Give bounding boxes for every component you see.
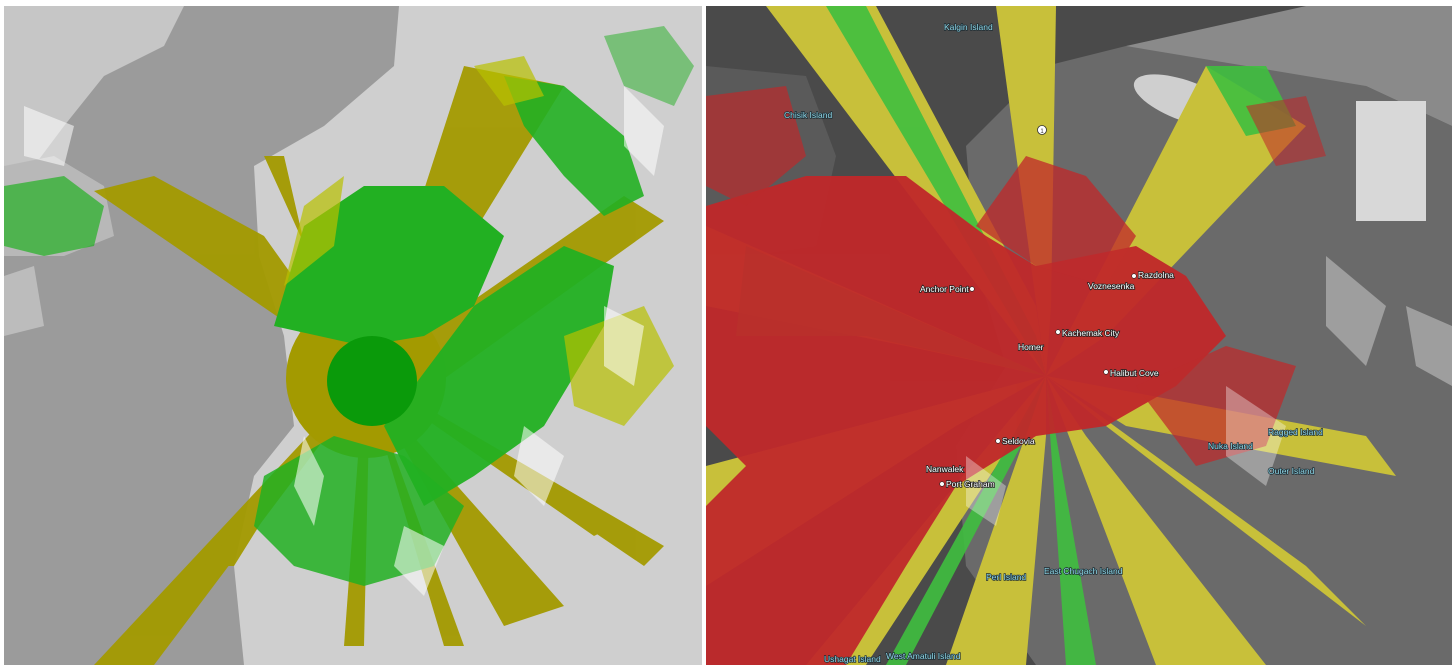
fringe-area <box>474 56 544 106</box>
label-nanwalek: Nanwalek <box>926 464 964 474</box>
terrain-north <box>1126 6 1452 126</box>
red-coverage-layer <box>706 86 1326 665</box>
road-marker-icon <box>1037 125 1047 135</box>
label-kalgin-island: Kalgin Island <box>944 22 993 32</box>
label-halibut-cove: Halibut Cove <box>1110 368 1159 378</box>
coverage-area <box>976 156 1136 286</box>
coverage-area <box>1246 96 1326 166</box>
label-razdolna: Razdolna <box>1138 270 1174 280</box>
coverage-area <box>4 176 104 256</box>
relief-highlights <box>966 256 1452 526</box>
right-map-canvas[interactable]: Kalgin Island Chisik Island 1 Anchor Poi… <box>706 6 1452 665</box>
label-perl-island: Perl Island <box>986 572 1026 582</box>
label-ushagat-island: Ushagat Island <box>824 654 881 664</box>
coverage-ray <box>1046 376 1096 665</box>
coverage-area <box>706 176 1226 665</box>
left-map-canvas[interactable] <box>4 6 702 665</box>
coverage-ray <box>946 376 1046 665</box>
town-marker-icon <box>939 481 945 487</box>
town-marker-icon <box>969 286 975 292</box>
coverage-area <box>504 76 644 216</box>
coverage-ray <box>94 376 364 665</box>
label-outer-island: Outer Island <box>1268 466 1315 476</box>
town-marker-icon <box>1131 273 1137 279</box>
label-voznesenka: Voznesenka <box>1088 281 1135 291</box>
label-port-graham: Port Graham <box>946 479 995 489</box>
town-marker-icon <box>995 438 1001 444</box>
west-shore-land-2 <box>4 266 44 336</box>
town-marker-icon <box>1103 369 1109 375</box>
coverage-center <box>327 336 417 426</box>
coverage-area <box>604 26 694 106</box>
label-kachemak-city: Kachemak City <box>1062 328 1120 338</box>
coverage-area <box>706 86 806 206</box>
coverage-map-left[interactable] <box>4 6 702 665</box>
label-homer: Homer <box>1018 342 1044 352</box>
map-labels: Kalgin Island Chisik Island 1 Anchor Poi… <box>783 21 1323 664</box>
snow-patch <box>1356 101 1426 221</box>
label-seldovia: Seldovia <box>1002 436 1035 446</box>
town-marker-icon <box>1055 329 1061 335</box>
label-ragged-island: Ragged Island <box>1268 427 1323 437</box>
label-nuka-island: Nuka Island <box>1208 441 1253 451</box>
label-anchor-point: Anchor Point <box>920 284 969 294</box>
label-west-amatuli-island: West Amatuli Island <box>886 651 961 661</box>
coverage-map-right[interactable]: Kalgin Island Chisik Island 1 Anchor Poi… <box>706 6 1452 665</box>
label-east-chugach-island: East Chugach Island <box>1044 566 1123 576</box>
town-marker-icon <box>1028 345 1034 351</box>
coverage-ray <box>1046 376 1366 626</box>
fringe-area <box>284 176 344 286</box>
relief-highlights <box>24 86 664 596</box>
coverage-area <box>1136 346 1296 466</box>
road-marker-number: 1 <box>1040 129 1044 135</box>
coverage-ray <box>1046 376 1266 665</box>
coverage-area <box>384 246 614 506</box>
label-chisik-island: Chisik Island <box>784 110 832 120</box>
